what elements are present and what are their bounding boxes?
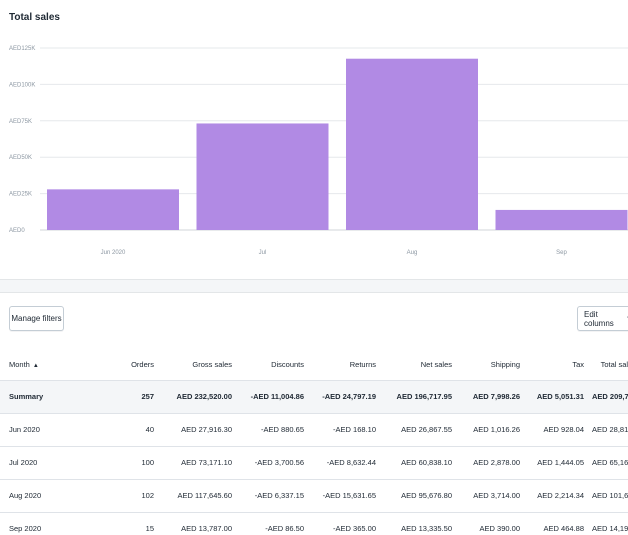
table-cell: -AED 880.65 [261, 425, 304, 434]
table-cell: AED 65,160.15 [592, 458, 628, 467]
table-cell: Jun 2020 [9, 425, 40, 434]
total-sales-card: Total sales AED0 AED25K AED50K AED75K AED100… [9, 12, 628, 256]
table-cell: AED 26,867.55 [401, 425, 452, 434]
manage-filters-label: Manage filters [11, 314, 62, 323]
y-tick-label: AED25K [9, 192, 32, 198]
summary-cell: AED 5,051.31 [524, 380, 588, 413]
table-cell: -AED 15,631.65 [322, 491, 376, 500]
table-cell: AED 928.04 [543, 425, 584, 434]
table-cell: AED 13,787.00 [181, 524, 232, 533]
report-toolbar: Manage filters Edit columns ▼ [0, 293, 628, 345]
y-tick-label: AED75K [9, 119, 32, 125]
y-tick-label: AED100K [9, 82, 35, 88]
table-header-row: Month ▲ Orders Gross sales Discounts Retu… [0, 350, 628, 381]
chart-title: Total sales [9, 12, 60, 23]
column-header-shipping[interactable]: Shipping [456, 350, 524, 381]
table-cell: AED 2,214.34 [537, 491, 584, 500]
table-cell: 15 [145, 524, 154, 533]
table-cell: AED 2,878.00 [473, 458, 520, 467]
summary-label: Summary [0, 380, 88, 413]
table-cell: AED 464.88 [543, 524, 584, 533]
bar-sep[interactable] [495, 209, 628, 230]
summary-cell: AED 7,998.26 [456, 380, 524, 413]
table-cell: -AED 365.00 [333, 524, 376, 533]
table-cell: AED 95,676.80 [401, 491, 452, 500]
bar-jun-2020[interactable] [47, 189, 179, 230]
table-cell: AED 1,444.05 [537, 458, 584, 467]
column-header-total-sales[interactable]: Total sales [588, 350, 628, 381]
caret-down-icon: ▼ [626, 316, 628, 322]
table-cell: AED 73,171.10 [181, 458, 232, 467]
table-row: Jun 2020 40 AED 27,916.30 -AED 880.65 -A… [0, 413, 628, 446]
table-cell: Sep 2020 [9, 524, 42, 533]
sales-report-table: Month ▲ Orders Gross sales Discounts Retu… [0, 350, 628, 535]
table-cell: Aug 2020 [9, 491, 42, 500]
x-tick-label: Aug [407, 250, 418, 256]
table-cell: -AED 168.10 [333, 425, 376, 434]
edit-columns-label: Edit columns [584, 309, 614, 328]
table-cell: AED 117,645.60 [177, 491, 233, 500]
table-cell: -AED 3,700.56 [254, 458, 304, 467]
table-cell: AED 28,811.85 [592, 425, 628, 434]
table-cell: AED 60,838.10 [401, 458, 452, 467]
table-cell: AED 27,916.30 [181, 425, 232, 434]
table-cell: 40 [145, 425, 154, 434]
section-divider [0, 279, 628, 293]
manage-filters-button[interactable]: Manage filters [9, 306, 64, 331]
table-cell: 102 [141, 491, 154, 500]
column-header-net-sales[interactable]: Net sales [380, 350, 456, 381]
table-row: Aug 2020 102 AED 117,645.60 -AED 6,337.1… [0, 479, 628, 512]
table-cell: 100 [141, 458, 154, 467]
summary-row: Summary 257 AED 232,520.00 -AED 11,004.8… [0, 380, 628, 413]
table-cell: -AED 6,337.15 [254, 491, 304, 500]
column-header-returns[interactable]: Returns [308, 350, 380, 381]
summary-cell: 257 [88, 380, 158, 413]
table-row: Sep 2020 15 AED 13,787.00 -AED 86.50 -AE… [0, 512, 628, 535]
bar-jul[interactable] [196, 123, 329, 230]
column-header-discounts[interactable]: Discounts [236, 350, 308, 381]
y-tick-label: AED50K [9, 155, 32, 161]
table-cell: AED 14,190.38 [592, 524, 628, 533]
column-header-gross-sales[interactable]: Gross sales [158, 350, 236, 381]
summary-cell: -AED 11,004.86 [236, 380, 308, 413]
column-header-month[interactable]: Month ▲ [0, 350, 88, 381]
column-header-orders[interactable]: Orders [88, 350, 158, 381]
x-tick-label: Jun 2020 [101, 250, 126, 256]
table-row: Jul 2020 100 AED 73,171.10 -AED 3,700.56… [0, 446, 628, 479]
x-tick-label: Sep [556, 250, 567, 256]
summary-cell: -AED 24,797.19 [308, 380, 380, 413]
table-cell: AED 390.00 [479, 524, 520, 533]
table-cell: AED 13,335.50 [401, 524, 452, 533]
summary-cell: AED 196,717.95 [380, 380, 456, 413]
table-cell: Jul 2020 [9, 458, 38, 467]
y-tick-label: AED125K [9, 46, 35, 52]
table-cell: -AED 86.50 [265, 524, 304, 533]
total-sales-bar-chart: AED0 AED25K AED50K AED75K AED100K AED125K Jun … [9, 46, 628, 256]
x-tick-label: Jul [259, 250, 267, 256]
summary-cell: AED 209,767.52 [588, 380, 628, 413]
column-header-tax[interactable]: Tax [524, 350, 588, 381]
y-tick-label: AED0 [9, 228, 25, 234]
summary-cell: AED 232,520.00 [158, 380, 236, 413]
table-cell: AED 1,016.26 [473, 425, 520, 434]
sort-ascending-icon: ▲ [32, 363, 39, 370]
bar-aug[interactable] [346, 58, 478, 230]
table-cell: AED 101,605.14 [592, 491, 628, 500]
edit-columns-button[interactable]: Edit columns ▼ [577, 306, 628, 331]
table-cell: AED 3,714.00 [473, 491, 520, 500]
table-cell: -AED 8,632.44 [326, 458, 376, 467]
